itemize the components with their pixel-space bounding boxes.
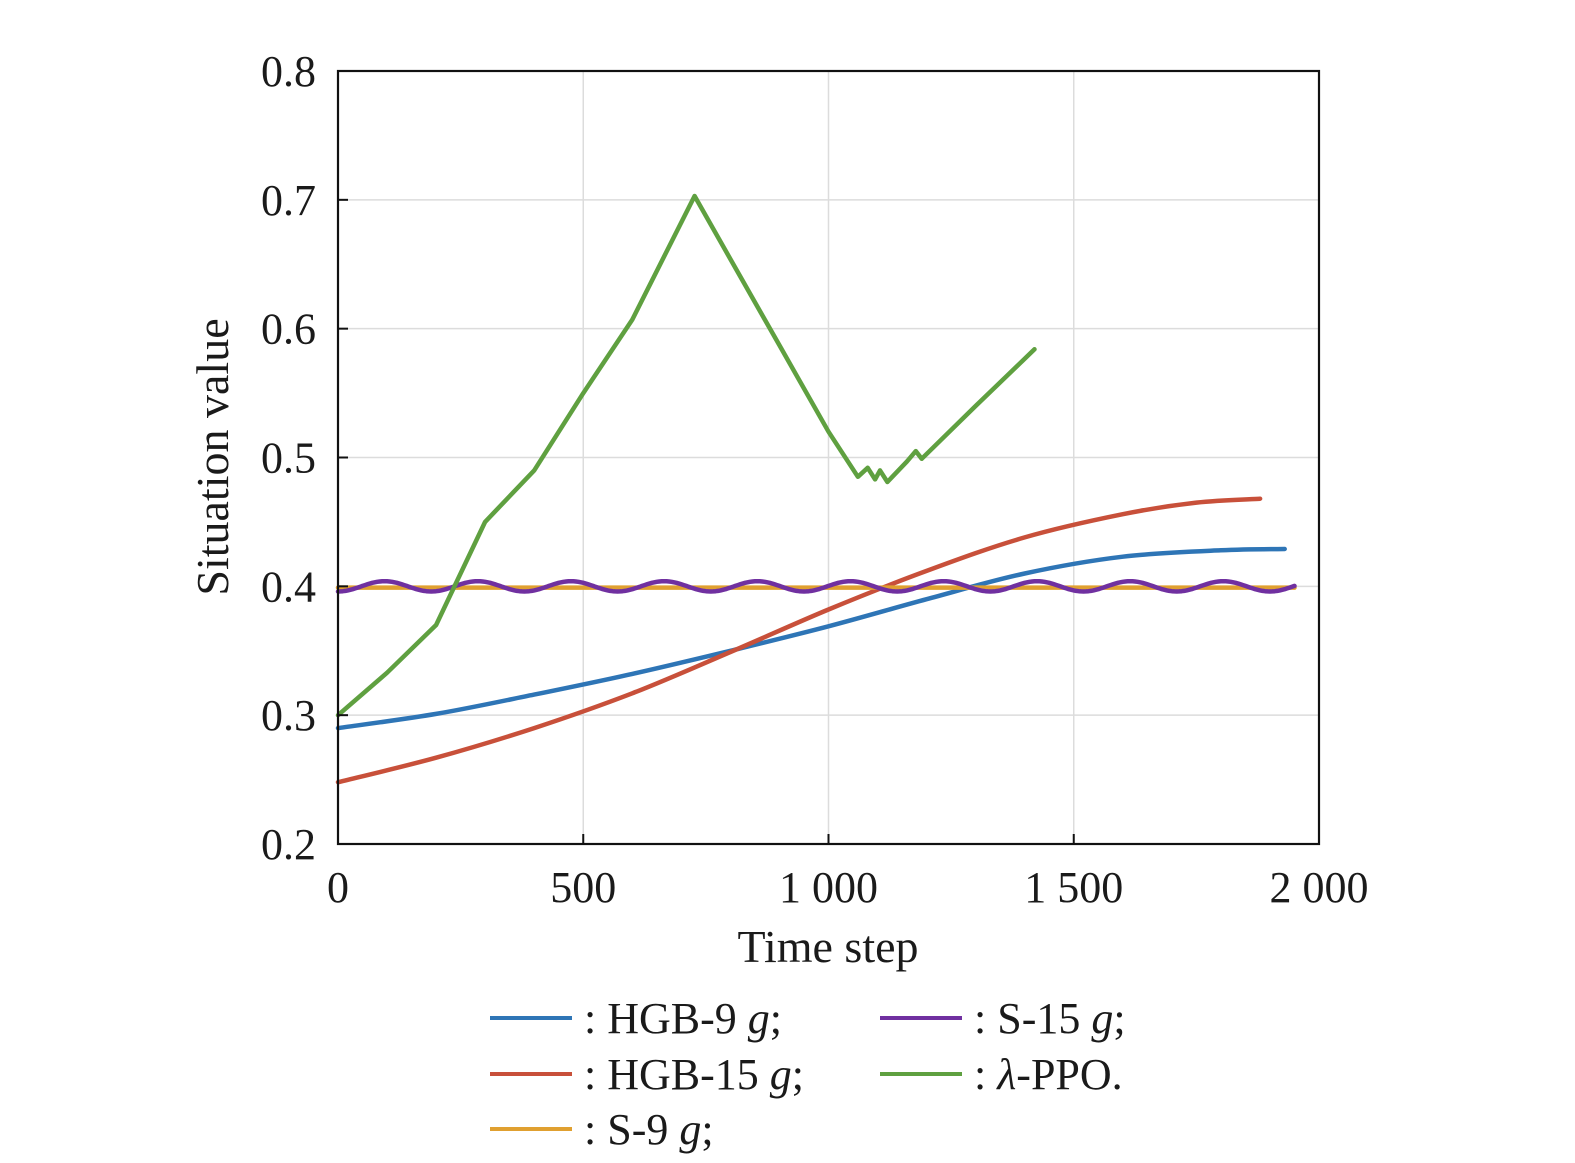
legend-label: : S-15 g; bbox=[974, 994, 1126, 1043]
x-tick-label: 1 500 bbox=[1024, 863, 1123, 912]
x-tick-label: 0 bbox=[327, 863, 349, 912]
series-line-ppo bbox=[335, 193, 1037, 718]
legend-label: : HGB-9 g; bbox=[584, 994, 782, 1043]
legend-item-s-9-g: : S-9 g; bbox=[490, 1105, 714, 1154]
y-tick-label: 0.2 bbox=[261, 820, 316, 869]
y-tick-label: 0.5 bbox=[261, 434, 316, 483]
x-tick-label: 500 bbox=[550, 863, 616, 912]
y-tick-label: 0.7 bbox=[261, 176, 316, 225]
series-line-hgb-15-g bbox=[335, 496, 1263, 785]
legend: : HGB-9 g; : S-15 g; : HGB-15 g; : λ-PPO. : … bbox=[490, 994, 1126, 1154]
legend-label: : λ-PPO. bbox=[974, 1050, 1123, 1099]
grid-lines bbox=[338, 71, 1319, 844]
series-line-s-15-g bbox=[335, 578, 1297, 594]
axis-ticks: 0 500 1 000 1 500 2 000 0.2 0.3 0.4 0.5 0.6 0.7 0.8 bbox=[261, 47, 1369, 912]
legend-item-hgb-15-g: : HGB-15 g; bbox=[490, 1050, 804, 1099]
y-tick-label: 0.6 bbox=[261, 305, 316, 354]
x-tick-label: 2 000 bbox=[1270, 863, 1369, 912]
y-tick-label: 0.3 bbox=[261, 691, 316, 740]
x-tick-label: 1 000 bbox=[779, 863, 878, 912]
y-tick-label: 0.8 bbox=[261, 47, 316, 96]
legend-label: : HGB-15 g; bbox=[584, 1050, 804, 1099]
legend-label: : S-9 g; bbox=[584, 1105, 714, 1154]
legend-item-s-15-g: : S-15 g; bbox=[880, 994, 1126, 1043]
legend-item-ppo: : λ-PPO. bbox=[880, 1050, 1123, 1099]
series-lines bbox=[335, 193, 1297, 785]
y-axis-title: Situation value bbox=[187, 318, 238, 595]
series-line-hgb-9-g bbox=[335, 546, 1287, 731]
legend-item-hgb-9-g: : HGB-9 g; bbox=[490, 994, 782, 1043]
y-tick-label: 0.4 bbox=[261, 562, 316, 611]
x-axis-title: Time step bbox=[737, 921, 918, 972]
